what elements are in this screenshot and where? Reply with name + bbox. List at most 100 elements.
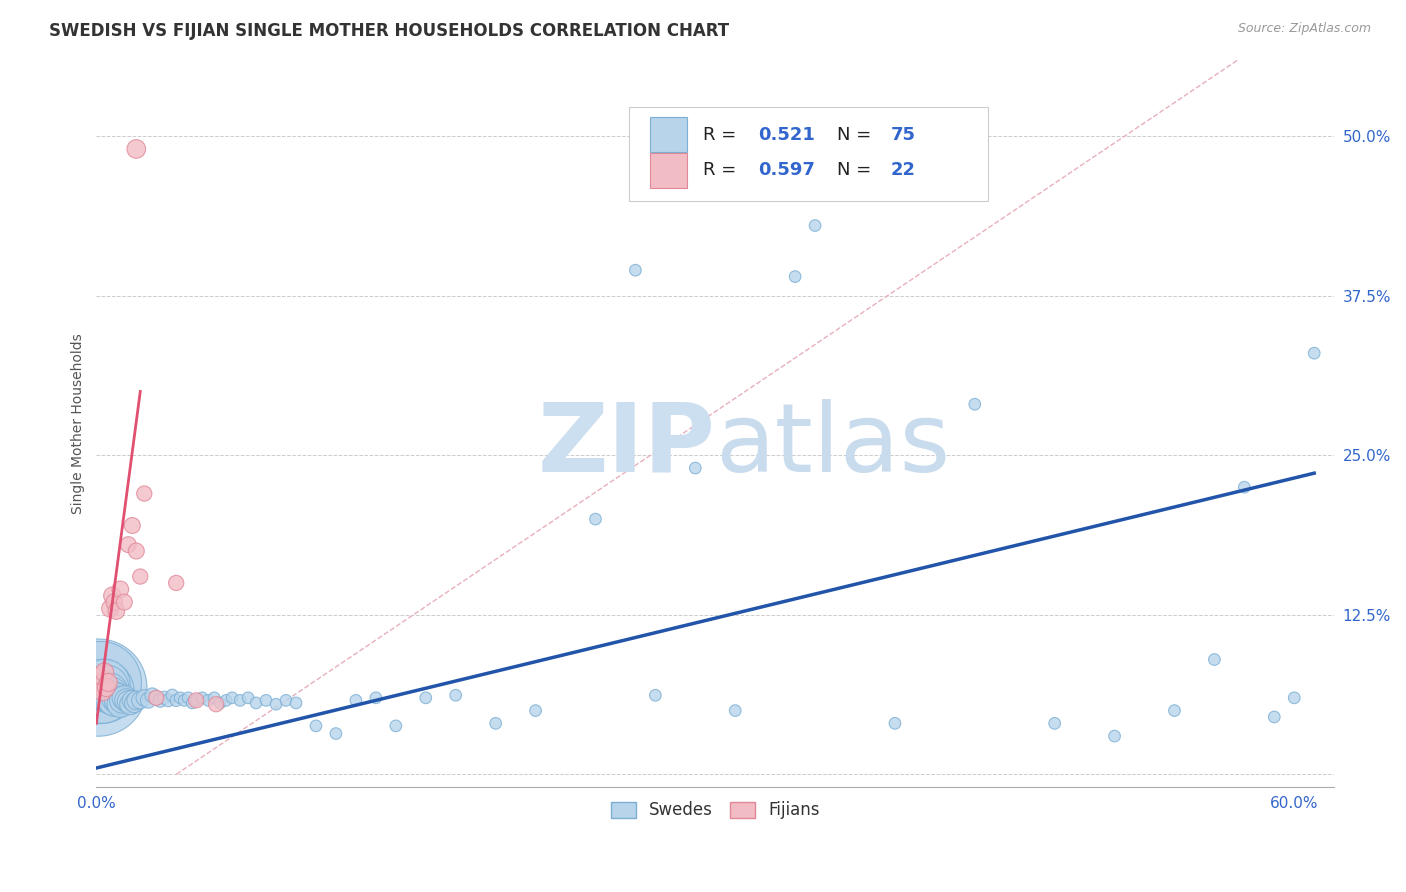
Point xyxy=(305,719,328,733)
Point xyxy=(120,697,142,711)
Point xyxy=(963,397,986,411)
Point xyxy=(264,697,287,711)
Point xyxy=(229,693,252,707)
Text: 22: 22 xyxy=(891,161,917,179)
FancyBboxPatch shape xyxy=(650,153,686,187)
Point xyxy=(91,684,114,698)
Point xyxy=(205,697,228,711)
Y-axis label: Single Mother Households: Single Mother Households xyxy=(72,333,86,514)
Point xyxy=(221,690,243,705)
Point xyxy=(145,690,167,705)
Point xyxy=(181,696,204,710)
Text: SWEDISH VS FIJIAN SINGLE MOTHER HOUSEHOLDS CORRELATION CHART: SWEDISH VS FIJIAN SINGLE MOTHER HOUSEHOL… xyxy=(49,22,730,40)
Point xyxy=(153,690,176,705)
Point xyxy=(112,595,135,609)
Point xyxy=(485,716,508,731)
Point xyxy=(89,675,111,690)
Point xyxy=(186,693,208,707)
Point xyxy=(98,688,121,702)
Point xyxy=(804,219,827,233)
Point xyxy=(344,693,367,707)
Text: 0.521: 0.521 xyxy=(759,126,815,144)
Point xyxy=(101,690,124,705)
Point xyxy=(112,690,135,705)
Point xyxy=(202,690,225,705)
Point xyxy=(415,690,437,705)
Point xyxy=(1043,716,1066,731)
Point xyxy=(96,681,118,695)
Point xyxy=(385,719,408,733)
Point xyxy=(91,684,114,698)
Point xyxy=(96,681,118,695)
Point xyxy=(285,696,308,710)
Text: R =: R = xyxy=(703,161,742,179)
Point xyxy=(1163,704,1185,718)
Point xyxy=(160,688,183,702)
Point xyxy=(364,690,387,705)
FancyBboxPatch shape xyxy=(650,117,686,152)
Point xyxy=(685,461,707,475)
Point xyxy=(107,693,129,707)
Point xyxy=(129,569,152,583)
Text: N =: N = xyxy=(837,126,876,144)
Text: 0.597: 0.597 xyxy=(759,161,815,179)
Point xyxy=(89,678,111,692)
Point xyxy=(724,704,747,718)
Point xyxy=(111,693,134,707)
Point xyxy=(169,690,191,705)
Point xyxy=(274,693,297,707)
Point xyxy=(173,693,195,707)
Point xyxy=(87,672,110,686)
Point xyxy=(165,693,187,707)
Point xyxy=(103,595,125,609)
Point xyxy=(136,693,159,707)
Point xyxy=(97,675,120,690)
Point xyxy=(105,604,128,618)
Point xyxy=(1284,690,1306,705)
Point xyxy=(125,693,148,707)
Point xyxy=(134,486,156,500)
Point xyxy=(101,589,124,603)
Point xyxy=(110,697,132,711)
Point xyxy=(785,269,807,284)
Text: Source: ZipAtlas.com: Source: ZipAtlas.com xyxy=(1237,22,1371,36)
Point xyxy=(1303,346,1326,360)
Point xyxy=(524,704,547,718)
Text: ZIP: ZIP xyxy=(537,399,716,491)
Point xyxy=(125,142,148,156)
Point xyxy=(197,693,219,707)
Point xyxy=(1263,710,1285,724)
Point xyxy=(115,693,138,707)
Point xyxy=(93,678,115,692)
Point xyxy=(121,518,143,533)
Text: 75: 75 xyxy=(891,126,917,144)
Point xyxy=(254,693,277,707)
Point xyxy=(1104,729,1126,743)
Point xyxy=(157,693,180,707)
Point xyxy=(177,690,200,705)
Point xyxy=(884,716,907,731)
Point xyxy=(165,576,187,591)
Point xyxy=(444,688,467,702)
Point xyxy=(1233,480,1256,494)
Point xyxy=(97,686,120,700)
Point xyxy=(245,696,267,710)
Point xyxy=(129,693,152,707)
Point xyxy=(117,695,139,709)
Point xyxy=(124,696,146,710)
Point xyxy=(105,690,128,705)
Point xyxy=(624,263,647,277)
Point xyxy=(93,665,115,680)
Text: atlas: atlas xyxy=(716,399,950,491)
Point xyxy=(236,690,259,705)
Point xyxy=(186,693,208,707)
Point xyxy=(145,690,167,705)
Point xyxy=(325,726,347,740)
Legend: Swedes, Fijians: Swedes, Fijians xyxy=(605,795,827,826)
Point xyxy=(103,693,125,707)
Point xyxy=(585,512,607,526)
Point xyxy=(644,688,666,702)
Point xyxy=(744,154,766,169)
Point xyxy=(110,582,132,597)
Point xyxy=(191,690,214,705)
